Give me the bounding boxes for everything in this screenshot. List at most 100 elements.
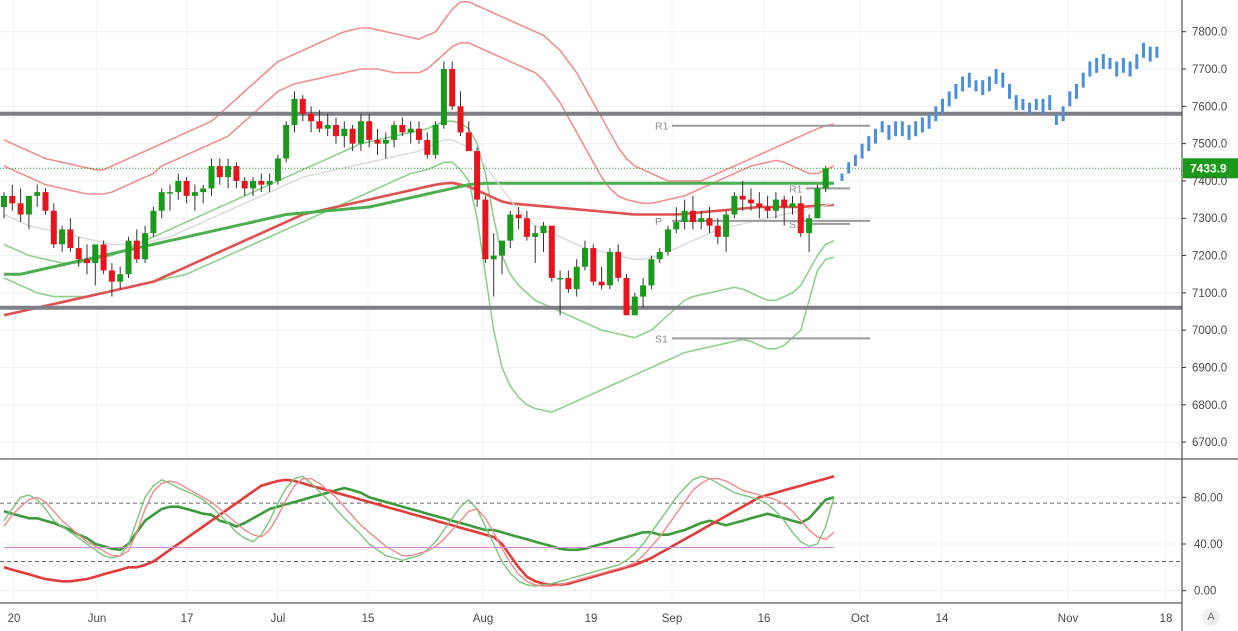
candle-up: [432, 124, 439, 155]
candle-down: [50, 210, 57, 245]
x-tick-label: 14: [936, 613, 949, 625]
candle-up: [1, 195, 7, 208]
candle-down: [67, 229, 74, 249]
candle-up: [656, 251, 663, 260]
candle-down: [482, 199, 489, 260]
y-tick-label: 7000.0: [1192, 325, 1227, 337]
candle-down: [17, 203, 24, 215]
candle-down: [42, 192, 49, 211]
candle-up: [92, 244, 99, 264]
candle-up: [573, 266, 580, 290]
candle-up: [681, 210, 688, 222]
y-tick-label: 7700.0: [1192, 64, 1227, 76]
candle-down: [598, 281, 605, 286]
osc-lightgreen-line: [3, 475, 835, 587]
candle-up: [191, 192, 198, 196]
candle-down: [689, 210, 696, 222]
candle-up: [250, 180, 256, 189]
x-tick-label: Sep: [662, 613, 682, 625]
candle-down: [258, 180, 265, 185]
candle-up: [357, 121, 364, 144]
auto-scale-button[interactable]: A: [1202, 608, 1220, 626]
candle-down: [548, 225, 555, 278]
x-tick-label: Jun: [88, 613, 107, 625]
candle-down: [515, 214, 522, 219]
candle-down: [241, 180, 248, 189]
candle-up: [673, 221, 680, 230]
candle-down: [366, 121, 373, 140]
candle-down: [706, 218, 713, 226]
pivot-label-r1: R1: [789, 183, 803, 195]
candle-down: [416, 128, 422, 140]
x-tick-label: 15: [362, 613, 375, 625]
candle-down: [714, 225, 721, 237]
candle-up: [341, 128, 348, 137]
candle-up: [175, 180, 182, 193]
candle-down: [748, 199, 754, 204]
candle-down: [316, 121, 323, 129]
candle-up: [806, 218, 813, 234]
upper-band-outer-line: [3, 1, 835, 182]
candle-down: [233, 166, 240, 181]
osc-lightred-line: [3, 478, 835, 587]
candle-up: [208, 166, 215, 189]
candle-down: [84, 259, 90, 264]
pivot-label-r1: R1: [655, 121, 669, 133]
candle-up: [142, 233, 149, 260]
x-tick-label: 20: [8, 613, 21, 625]
candle-up: [200, 188, 207, 193]
y-tick-label: 7800.0: [1192, 27, 1227, 39]
candle-up: [731, 195, 738, 215]
candle-up: [789, 203, 796, 208]
candle-down: [299, 98, 306, 114]
osc-green-line: [3, 486, 835, 552]
candle-up: [507, 214, 514, 241]
candle-up: [640, 285, 647, 297]
candle-down: [349, 128, 356, 144]
candle-up: [117, 274, 124, 282]
candle-down: [333, 124, 339, 137]
candle-up: [606, 251, 613, 286]
osc-y-tick-label: 0.00: [1194, 586, 1216, 598]
candle-up: [150, 210, 157, 234]
candle-down: [756, 203, 763, 208]
y-tick-label: 6700.0: [1192, 437, 1227, 449]
candle-up: [631, 296, 638, 316]
x-tick-label: Aug: [473, 613, 493, 625]
candle-up: [723, 214, 730, 237]
candle-down: [623, 277, 630, 316]
pivot-label-s1: S1: [655, 333, 668, 345]
candle-up: [490, 255, 497, 260]
pivot-label-p: P: [655, 216, 662, 228]
candle-down: [75, 248, 82, 260]
last-price-tag: [1183, 158, 1238, 179]
candle-up: [283, 124, 290, 159]
candle-up: [382, 139, 389, 144]
candle-up: [582, 248, 588, 267]
candle-down: [374, 139, 381, 144]
y-tick-label: 7300.0: [1192, 213, 1227, 225]
last-price-value: 7433.9: [1190, 161, 1227, 175]
candle-down: [183, 180, 190, 196]
candle-down: [615, 251, 622, 278]
candle-up: [291, 98, 298, 125]
candle-up: [167, 192, 173, 194]
x-tick-label: Oct: [851, 613, 870, 625]
candle-down: [424, 139, 431, 155]
candle-up: [324, 124, 331, 129]
candle-up: [391, 124, 398, 140]
candle-up: [648, 259, 655, 286]
candle-up: [665, 229, 671, 252]
candle-up: [540, 225, 547, 234]
candle-up: [59, 229, 66, 245]
candle-down: [465, 132, 472, 152]
y-tick-label: 7200.0: [1192, 251, 1227, 263]
x-tick-label: 16: [758, 613, 771, 625]
candle-down: [590, 248, 597, 282]
candle-down: [449, 69, 456, 107]
candle-up: [772, 199, 779, 211]
candle-down: [565, 277, 572, 290]
